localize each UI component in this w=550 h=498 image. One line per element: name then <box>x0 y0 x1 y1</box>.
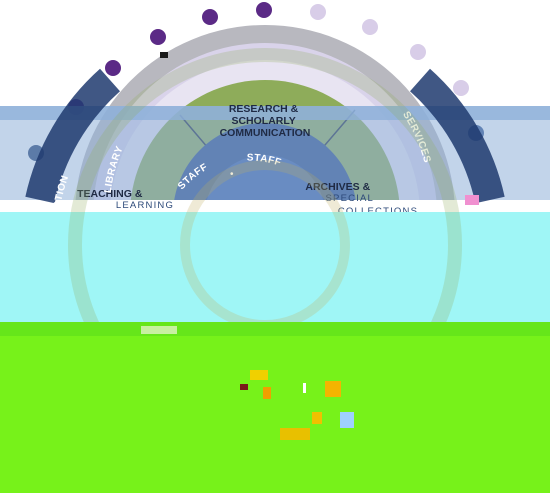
dot <box>410 44 426 60</box>
mark <box>240 384 248 390</box>
mark <box>280 428 310 440</box>
dot <box>150 29 166 45</box>
teaching-label: TEACHING & LEARNING <box>77 184 174 211</box>
dot <box>202 9 218 25</box>
archives-label: ARCHIVES & SPECIAL COLLECTIONS <box>305 177 418 217</box>
dot <box>453 80 469 96</box>
mark <box>465 195 479 205</box>
mark <box>250 370 268 380</box>
dot <box>362 19 378 35</box>
green-band-stripe <box>0 322 550 336</box>
cyan-band <box>0 212 550 324</box>
mark <box>303 383 306 393</box>
mark <box>340 412 354 428</box>
artifact-marks <box>141 326 354 440</box>
dark-band <box>0 106 550 120</box>
dot <box>310 4 326 20</box>
mark <box>160 52 168 58</box>
green-band <box>0 322 550 493</box>
mark <box>141 326 177 334</box>
mark <box>325 381 341 397</box>
mark <box>263 387 271 399</box>
dot <box>105 60 121 76</box>
dark-ring-left <box>25 68 121 204</box>
dot <box>256 2 272 18</box>
research-label: RESEARCH & SCHOLARLY COMMUNICATION <box>220 103 311 139</box>
dark-ring-right <box>409 68 505 204</box>
mark <box>312 412 322 424</box>
staff-dot: • <box>230 169 234 180</box>
